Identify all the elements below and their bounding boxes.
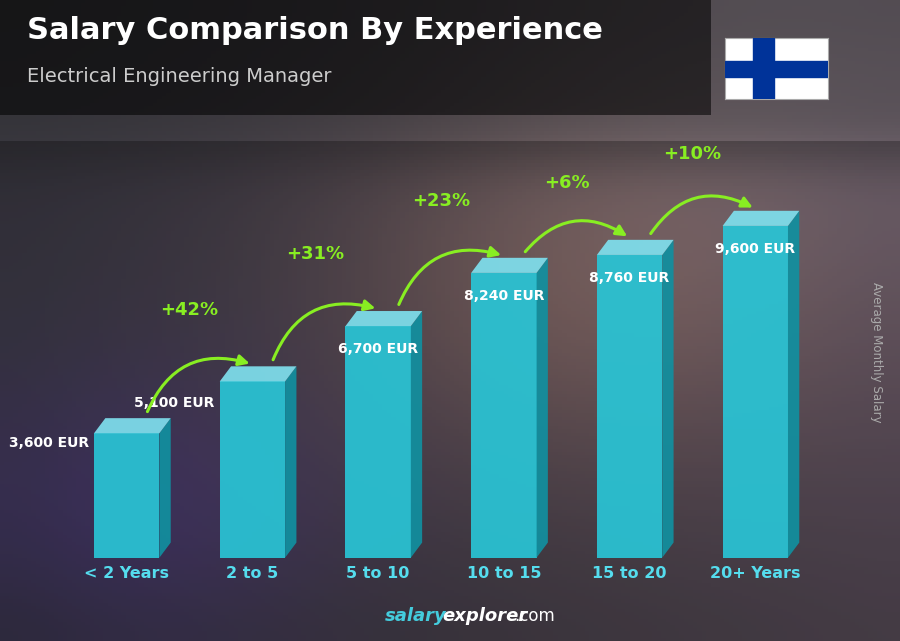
Text: 5,100 EUR: 5,100 EUR [134, 395, 215, 410]
Polygon shape [597, 240, 673, 255]
Polygon shape [346, 326, 410, 558]
Polygon shape [472, 258, 548, 273]
Text: explorer: explorer [442, 607, 527, 625]
Bar [753, 38, 774, 99]
Polygon shape [220, 381, 285, 558]
Polygon shape [159, 418, 171, 558]
Text: .com: .com [514, 607, 554, 625]
Text: 8,760 EUR: 8,760 EUR [590, 271, 670, 285]
Text: Average Monthly Salary: Average Monthly Salary [870, 282, 883, 423]
Bar [724, 61, 828, 77]
Polygon shape [410, 311, 422, 558]
Text: +31%: +31% [286, 246, 345, 263]
Text: salary: salary [385, 607, 447, 625]
Text: Electrical Engineering Manager: Electrical Engineering Manager [27, 67, 331, 87]
Polygon shape [94, 418, 171, 433]
Polygon shape [346, 311, 422, 326]
Text: 8,240 EUR: 8,240 EUR [464, 289, 544, 303]
Polygon shape [597, 255, 662, 558]
Polygon shape [536, 258, 548, 558]
Polygon shape [472, 273, 536, 558]
Polygon shape [662, 240, 673, 558]
Text: 3,600 EUR: 3,600 EUR [9, 437, 89, 450]
Text: +10%: +10% [663, 145, 722, 163]
Polygon shape [285, 366, 296, 558]
Text: +6%: +6% [544, 174, 590, 192]
Text: +23%: +23% [412, 192, 470, 210]
Text: Salary Comparison By Experience: Salary Comparison By Experience [27, 16, 603, 45]
Text: 6,700 EUR: 6,700 EUR [338, 342, 418, 356]
Polygon shape [94, 433, 159, 558]
Text: 9,600 EUR: 9,600 EUR [716, 242, 796, 256]
Polygon shape [723, 226, 788, 558]
Polygon shape [220, 366, 296, 381]
Polygon shape [788, 211, 799, 558]
Text: +42%: +42% [160, 301, 219, 319]
Polygon shape [723, 211, 799, 226]
